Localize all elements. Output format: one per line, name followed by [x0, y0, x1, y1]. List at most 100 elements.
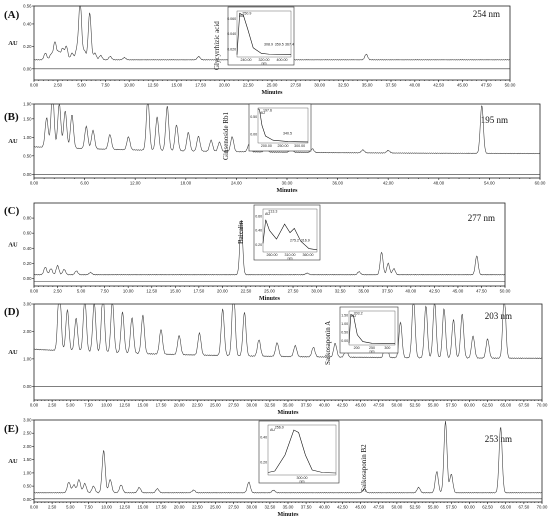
- x-tick-label: 12.00: [130, 181, 141, 186]
- wavelength-label: 195 nm: [481, 115, 508, 125]
- y-tick-label: 1.00: [23, 356, 32, 361]
- compound-label: Glycyrrhizic acid: [213, 21, 221, 70]
- inset-frame: [227, 6, 295, 66]
- sample-trace: [33, 103, 541, 155]
- inset-y-tick-label: 0.50: [341, 330, 348, 334]
- y-tick-label: 3.00: [23, 418, 32, 423]
- x-tick-label: 7.50: [100, 289, 109, 294]
- x-tick-label: 50.00: [391, 403, 402, 408]
- x-tick-label: 47.50: [481, 83, 492, 88]
- y-tick-label: 0.40: [23, 21, 32, 26]
- x-tick-label: 37.50: [301, 403, 312, 408]
- x-tick-label: 0.00: [30, 83, 39, 88]
- x-tick-label: 22.50: [192, 403, 203, 408]
- x-axis-label: Minutes: [262, 90, 284, 96]
- chart-panel-d: (D) 203 nm 3.00 2.00 1.00 0.00 AU 0.00 2.50 5.00 7…: [4, 302, 548, 417]
- x-tick-label: 5.00: [66, 403, 75, 408]
- x-tick-label: 12.50: [148, 83, 159, 88]
- wavelength-label: 253 nm: [485, 434, 512, 444]
- x-tick-label: 20.00: [174, 403, 185, 408]
- y-tick-label: 1.50: [23, 457, 32, 462]
- x-tick-label: 10.00: [123, 289, 134, 294]
- inset-peak-label: 213.3: [268, 210, 277, 214]
- x-tick-label: 22.50: [192, 505, 203, 510]
- panel-label: (D): [4, 306, 20, 318]
- inset-y-tick-label: 0.020: [227, 48, 236, 52]
- x-tick-label: 25.00: [264, 289, 275, 294]
- inset-x-axis-label: nm: [370, 350, 375, 354]
- x-axis-label: Minutes: [278, 410, 300, 416]
- chart-panel-b: (B) 195 nm 1.90 1.50 1.00 0.50 0.00 AU 0.00 6.00 1…: [4, 102, 546, 195]
- x-tick-label: 55.00: [428, 505, 439, 510]
- plot-frame: [33, 303, 543, 401]
- y-tick-label: 0.60: [23, 231, 32, 236]
- y-tick-label: 0.20: [23, 44, 32, 49]
- panel-label: (B): [4, 111, 19, 123]
- panel-label: (A): [4, 9, 20, 21]
- x-tick-label: 10.00: [101, 505, 112, 510]
- inset-plot-frame: [348, 310, 396, 346]
- x-tick-label: 50.00: [505, 83, 516, 88]
- x-tick-label: 50.00: [500, 289, 511, 294]
- y-axis-label: AU: [8, 242, 18, 249]
- x-tick-label: 27.50: [288, 289, 299, 294]
- x-tick-label: 20.00: [217, 289, 228, 294]
- x-tick-label: 70.00: [537, 403, 548, 408]
- x-tick-label: 20.00: [219, 83, 230, 88]
- x-tick-label: 42.50: [429, 289, 440, 294]
- x-tick-label: 35.00: [283, 403, 294, 408]
- y-tick-label: 0.40: [23, 246, 32, 251]
- x-tick-label: 25.00: [210, 505, 221, 510]
- x-tick-label: 24.00: [231, 181, 242, 186]
- x-tick-label: 60.00: [464, 403, 475, 408]
- x-tick-label: 12.50: [119, 403, 130, 408]
- x-axis-label: Minutes: [277, 188, 299, 194]
- inset-y-tick-label: 0.50: [250, 115, 257, 119]
- sample-trace: [33, 303, 543, 360]
- x-tick-label: 40.00: [319, 505, 330, 510]
- inset-x-axis-label: nm: [288, 257, 293, 261]
- x-tick-label: 7.50: [84, 505, 93, 510]
- inset-plot-frame: [267, 424, 337, 476]
- x-tick-label: 7.50: [84, 403, 93, 408]
- x-axis-label: Minutes: [259, 296, 281, 302]
- x-tick-label: 57.50: [446, 505, 457, 510]
- x-tick-label: 32.50: [338, 83, 349, 88]
- x-tick-label: 17.50: [193, 289, 204, 294]
- x-tick-label: 30.00: [311, 289, 322, 294]
- x-tick-label: 5.00: [77, 289, 86, 294]
- x-tick-label: 37.50: [386, 83, 397, 88]
- x-tick-label: 30.00: [282, 181, 293, 186]
- x-tick-label: 62.50: [482, 403, 493, 408]
- x-tick-label: 2.50: [48, 403, 57, 408]
- inset-x-tick-label: 240.00: [241, 58, 252, 62]
- inset-x-axis-label: nm: [262, 62, 267, 66]
- x-tick-label: 15.00: [137, 403, 148, 408]
- x-tick-label: 47.50: [373, 403, 384, 408]
- inset-y-tick-label: 1.00: [341, 322, 348, 326]
- x-tick-label: 42.50: [337, 403, 348, 408]
- inset-peak-label: 256.0: [275, 426, 284, 430]
- inset-x-tick-label: 320.00: [259, 58, 270, 62]
- inset-peak-label: 203.2: [354, 312, 363, 316]
- inset-y-tick-label: 0.00: [341, 339, 348, 343]
- x-tick-label: 37.50: [382, 289, 393, 294]
- panel-label: (C): [4, 205, 20, 217]
- chart-panel-c: (C) 277 nm 0.80 0.60 0.40 0.20 0.00 AU 0.00 2.50 5…: [4, 202, 511, 302]
- x-tick-label: 47.50: [373, 505, 384, 510]
- y-tick-label: 1.00: [23, 470, 32, 475]
- inset-y-tick-label: 0.40: [260, 436, 267, 440]
- x-tick-label: 42.50: [337, 505, 348, 510]
- y-axis-label: AU: [8, 138, 18, 145]
- x-tick-label: 6.00: [80, 181, 89, 186]
- x-tick-label: 2.50: [48, 505, 57, 510]
- inset-spectrum-curve: [257, 108, 309, 143]
- chart-panel-e: (E)253 nm3.002.502.001.501.000.500.00AU0…: [4, 418, 548, 519]
- x-tick-label: 62.50: [482, 505, 493, 510]
- x-tick-label: 45.00: [453, 289, 464, 294]
- y-tick-label: 1.50: [23, 116, 32, 121]
- inset-frame: [253, 204, 321, 261]
- x-tick-label: 35.00: [283, 505, 294, 510]
- y-tick-label: 0.00: [23, 276, 32, 281]
